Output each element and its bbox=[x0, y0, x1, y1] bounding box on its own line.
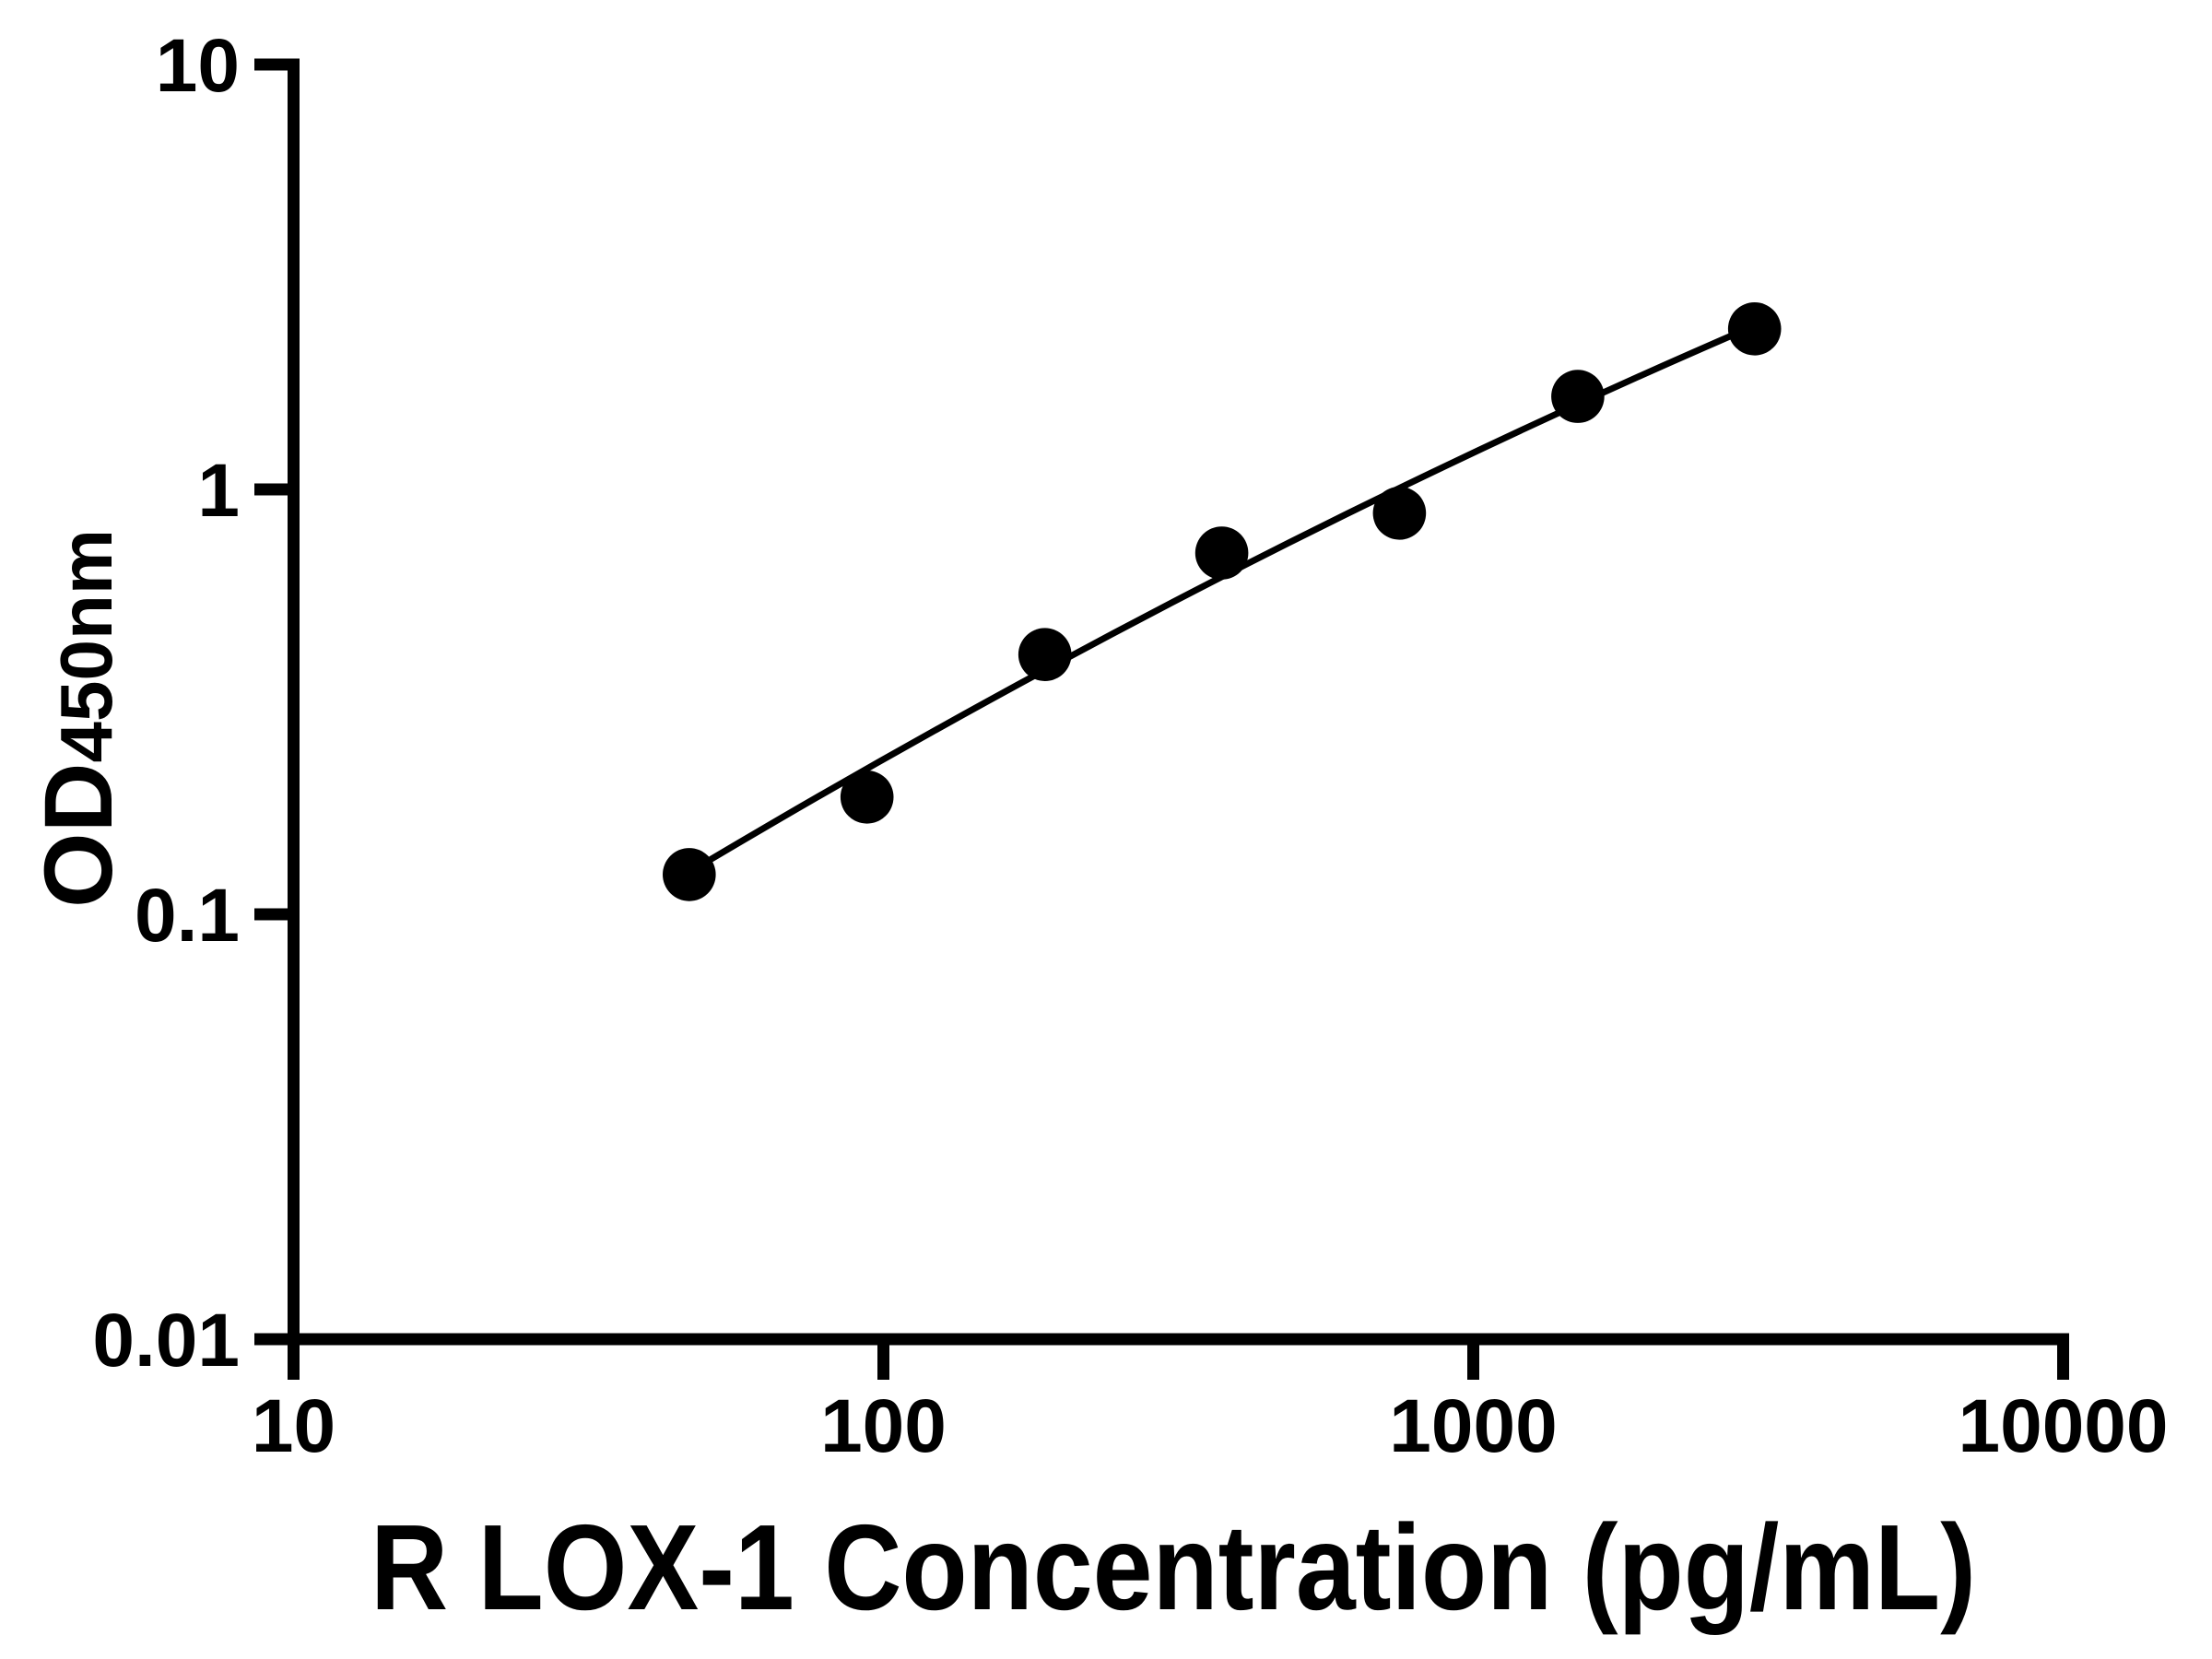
svg-text:R LOX-1 Concentration (pg/mL): R LOX-1 Concentration (pg/mL) bbox=[371, 1500, 1976, 1635]
svg-text:1: 1 bbox=[197, 449, 240, 533]
svg-text:10000: 10000 bbox=[1958, 1384, 2168, 1468]
svg-text:100: 100 bbox=[820, 1384, 947, 1468]
svg-text:0.01: 0.01 bbox=[92, 1299, 240, 1382]
svg-text:10: 10 bbox=[156, 24, 240, 108]
svg-text:10: 10 bbox=[252, 1384, 335, 1468]
svg-text:1000: 1000 bbox=[1389, 1384, 1557, 1468]
svg-text:0.1: 0.1 bbox=[135, 874, 240, 958]
